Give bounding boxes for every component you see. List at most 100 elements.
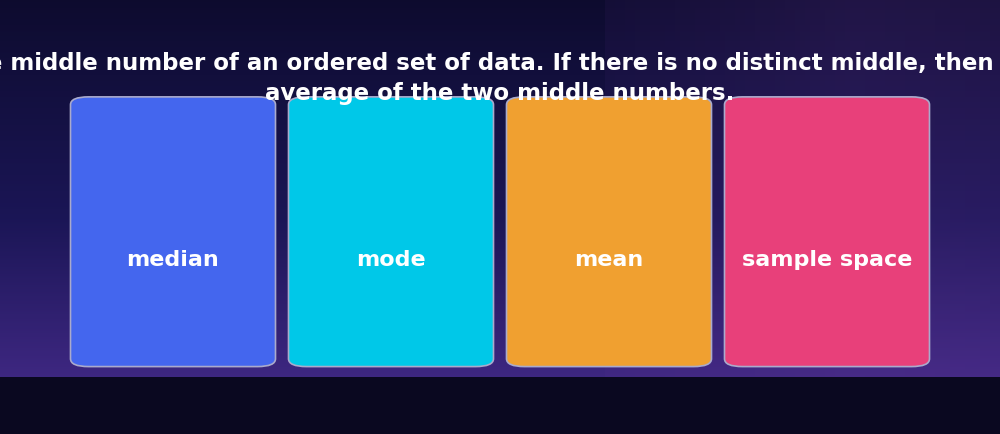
Bar [0, 284, 1000, 286]
Bar [0, 54, 1000, 55]
Bar [0, 373, 1000, 374]
Bar [0, 293, 1000, 294]
Text: mean: mean [574, 249, 644, 269]
Bar [0, 352, 1000, 354]
Bar [155, 0, 160, 434]
Bar [0, 426, 1000, 427]
Bar [0, 76, 1000, 77]
Bar [0, 329, 1000, 330]
Bar [270, 0, 275, 434]
Bar [680, 0, 685, 434]
Bar [915, 0, 920, 434]
Bar [0, 213, 1000, 214]
Bar [0, 432, 1000, 433]
Bar [0, 125, 1000, 126]
Bar [85, 0, 90, 434]
Bar [0, 26, 1000, 27]
Bar [0, 121, 1000, 122]
Bar [120, 0, 125, 434]
Bar [0, 420, 1000, 421]
Bar [0, 14, 1000, 15]
Bar [245, 0, 250, 434]
Bar [0, 91, 1000, 92]
Bar [0, 286, 1000, 287]
Bar [0, 251, 1000, 252]
Bar [0, 72, 1000, 74]
Bar [0, 171, 1000, 172]
Bar [620, 0, 625, 434]
Bar [45, 0, 50, 434]
Bar [0, 153, 1000, 154]
Bar [0, 113, 1000, 114]
Bar [0, 264, 1000, 265]
Bar [755, 0, 760, 434]
Bar [0, 427, 1000, 429]
Bar [460, 0, 465, 434]
Bar [0, 279, 1000, 280]
Bar [820, 0, 825, 434]
Bar [0, 190, 1000, 191]
Bar [775, 0, 780, 434]
Bar [0, 385, 1000, 386]
Bar [0, 384, 1000, 385]
Bar [0, 119, 1000, 121]
Bar [70, 0, 75, 434]
Bar [0, 378, 1000, 434]
Bar [0, 397, 1000, 398]
Bar [0, 48, 1000, 49]
Bar [350, 0, 355, 434]
Bar [0, 194, 1000, 195]
Bar [0, 215, 1000, 216]
Bar [940, 0, 945, 434]
Bar [0, 263, 1000, 264]
Bar [285, 0, 290, 434]
Bar [0, 299, 1000, 300]
Bar [0, 294, 1000, 295]
Bar [850, 0, 855, 434]
Bar [345, 0, 350, 434]
Bar [885, 0, 890, 434]
Bar [810, 0, 815, 434]
Bar [0, 9, 1000, 10]
Bar [230, 0, 235, 434]
Bar [0, 341, 1000, 342]
Bar [370, 0, 375, 434]
Bar [395, 0, 400, 434]
Bar [0, 191, 1000, 192]
Bar [335, 0, 340, 434]
Bar [985, 0, 990, 434]
Bar [0, 87, 1000, 88]
Bar [0, 165, 1000, 166]
Bar [435, 0, 440, 434]
Bar [0, 277, 1000, 278]
Bar [0, 135, 1000, 137]
Bar [0, 323, 1000, 325]
Bar [0, 11, 1000, 12]
Bar [305, 0, 310, 434]
Bar [960, 0, 965, 434]
Bar [0, 356, 1000, 357]
Bar [315, 0, 320, 434]
Bar [555, 0, 560, 434]
Bar [0, 20, 1000, 22]
Bar [0, 310, 1000, 312]
Bar [935, 0, 940, 434]
Bar [65, 0, 70, 434]
Bar [0, 4, 1000, 5]
Bar [420, 0, 425, 434]
Bar [0, 411, 1000, 412]
Bar [790, 0, 795, 434]
Bar [0, 282, 1000, 283]
Bar [550, 0, 555, 434]
Bar [0, 174, 1000, 175]
Bar [400, 0, 405, 434]
Bar [0, 328, 1000, 329]
Bar [0, 168, 1000, 169]
Bar [410, 0, 415, 434]
Bar [280, 0, 285, 434]
Text: sample space: sample space [742, 249, 912, 269]
Bar [0, 179, 1000, 180]
Bar [655, 0, 660, 434]
Bar [0, 177, 1000, 178]
Bar [0, 347, 1000, 348]
